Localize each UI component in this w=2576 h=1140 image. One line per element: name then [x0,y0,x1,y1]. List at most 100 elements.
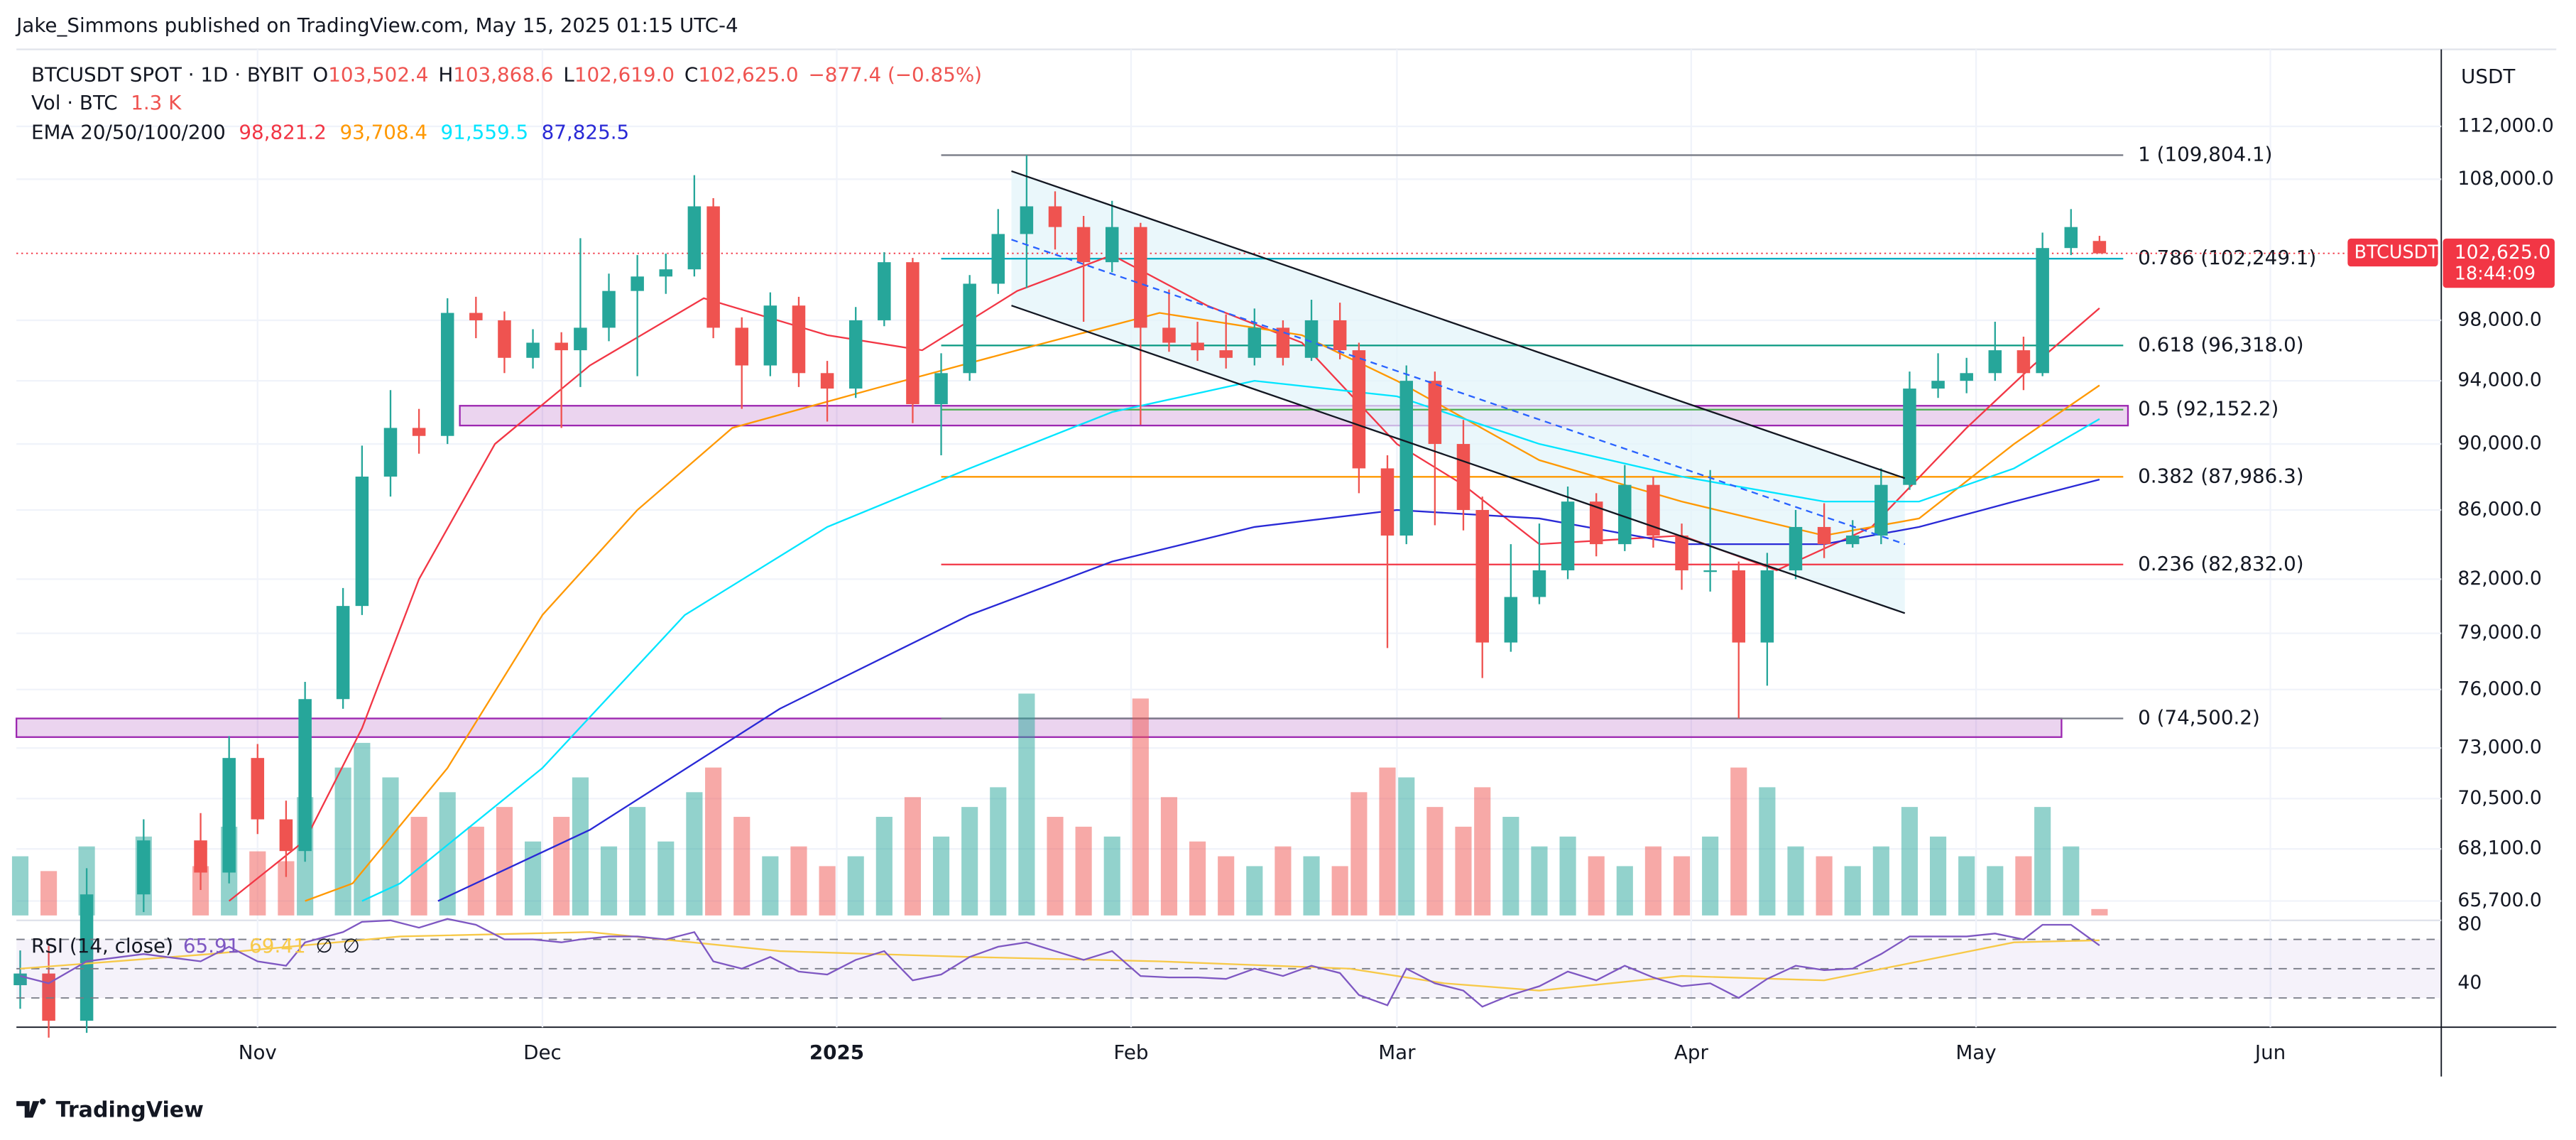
ema-label: EMA 20/50/100/200 [31,120,226,143]
currency-label: USDT [2461,65,2516,88]
rsi-na: ∅ [316,934,333,957]
price-tag [2443,238,2555,288]
volume-bar [1559,836,1576,916]
candle-body [1475,510,1489,643]
volume-bar [847,856,864,916]
volume-bar [354,742,371,916]
rsi-legend: RSI (14, close) 65.91 69.41 ∅ ∅ [31,934,360,957]
change: −877.4 (−0.85%) [808,63,982,87]
x-tick-label: Apr [1674,1041,1709,1064]
candle-body [251,758,265,820]
volume-bar [733,817,751,916]
candle-body [1162,327,1176,343]
volume-bar [1702,836,1719,916]
price-axis: 112,000.0 108,000.0 98,000.0 94,000.0 90,000… [2457,114,2553,911]
volume-bar [961,807,978,916]
volume-legend: Vol · BTC 1.3 K [31,91,182,114]
volume-bar [1455,826,1472,916]
candle-body [878,262,891,320]
volume-bar [496,807,513,916]
ema-legend: EMA 20/50/100/200 98,821.2 93,708.4 91,559.… [31,120,629,143]
symbol-tag-label: BTCUSDT [2354,242,2440,264]
candle-body [526,342,540,358]
volume-bar [686,792,703,916]
y-tick-label: 90,000.0 [2457,433,2541,455]
candle-body [1076,227,1091,263]
x-tick-label: Feb [1113,1041,1148,1064]
rsi-ma-value: 69.41 [249,934,305,957]
candle-body [1304,320,1319,358]
candle-body [1874,484,1888,536]
volume-bar [1218,856,1235,916]
candle-body [1675,535,1688,570]
candle-body [1248,327,1262,358]
ema-line [305,312,2100,902]
volume-bar [1844,866,1861,916]
price-tag-countdown: 18:44:09 [2455,264,2536,285]
candle-body [2064,227,2078,249]
candle-body [934,373,948,405]
candle-body [1589,501,1603,545]
y-tick-label: 98,000.0 [2457,308,2541,330]
candle-body [1219,350,1233,358]
candle-body [1647,484,1660,536]
volume-bar [1673,856,1691,916]
candle-body [1760,570,1774,643]
candle-body [792,305,806,374]
candle-body [1703,570,1717,572]
y-tick-label: 65,700.0 [2457,889,2541,911]
ema-value: 98,821.2 [239,120,327,143]
volume-bar [334,767,351,916]
candle-body [137,840,151,895]
ohlc-key: H [438,63,453,87]
x-tick-label: May [1955,1041,1996,1064]
candle-body [991,234,1005,284]
candle-body [469,313,483,320]
volume-bar [1644,846,1661,916]
y-tick-label: 94,000.0 [2457,369,2541,391]
volume-bar [1018,693,1035,916]
y-tick-label: 73,000.0 [2457,737,2541,759]
candle-body [1817,526,1831,545]
volume-bar [932,836,950,916]
volume-bar [1901,807,1919,916]
candle-body [1352,350,1366,469]
candle-body [1931,381,1945,389]
candle-body [1456,444,1470,511]
y-tick-label: 86,000.0 [2457,499,2541,521]
volume-label: Vol · BTC [31,91,118,114]
volume-bar [1398,777,1415,916]
candle-body [848,320,863,389]
volume-bar [1502,817,1519,916]
volume-bar [1426,807,1443,916]
ohlc-value: 102,625.0 [698,63,798,87]
y-tick-label: 76,000.0 [2457,678,2541,700]
candle-body [687,206,702,270]
volume-bar [1103,836,1120,916]
channel-line [1011,305,1906,614]
ohlc-value: 102,619.0 [574,63,675,87]
ohlc-key: L [563,63,574,87]
volume-bar [1331,866,1348,916]
volume-bar [762,856,779,916]
ohlc-value: 103,868.6 [453,63,553,87]
volume-bar [2091,908,2108,916]
x-tick-label: Dec [523,1041,562,1064]
candle-body [1134,227,1147,328]
x-tick-label: Jun [2254,1041,2286,1064]
fib-label: 0.786 (102,249.1) [2138,246,2316,269]
tv-logo: TradingView [16,1098,204,1123]
candle-body [1399,381,1414,536]
candle-body [763,305,777,366]
volume-bar [1189,841,1206,916]
candle-body [279,819,293,852]
ohlc-legend: BTCUSDT SPOT · 1D · BYBIT O103,502.4 H103,… [31,63,982,87]
volume-bar [1872,846,1889,916]
fib-label: 0.5 (92,152.2) [2138,397,2278,420]
candle-body [602,291,616,328]
volume-bar [1275,846,1292,916]
candle-body [2036,248,2049,374]
candle-body [706,206,720,328]
